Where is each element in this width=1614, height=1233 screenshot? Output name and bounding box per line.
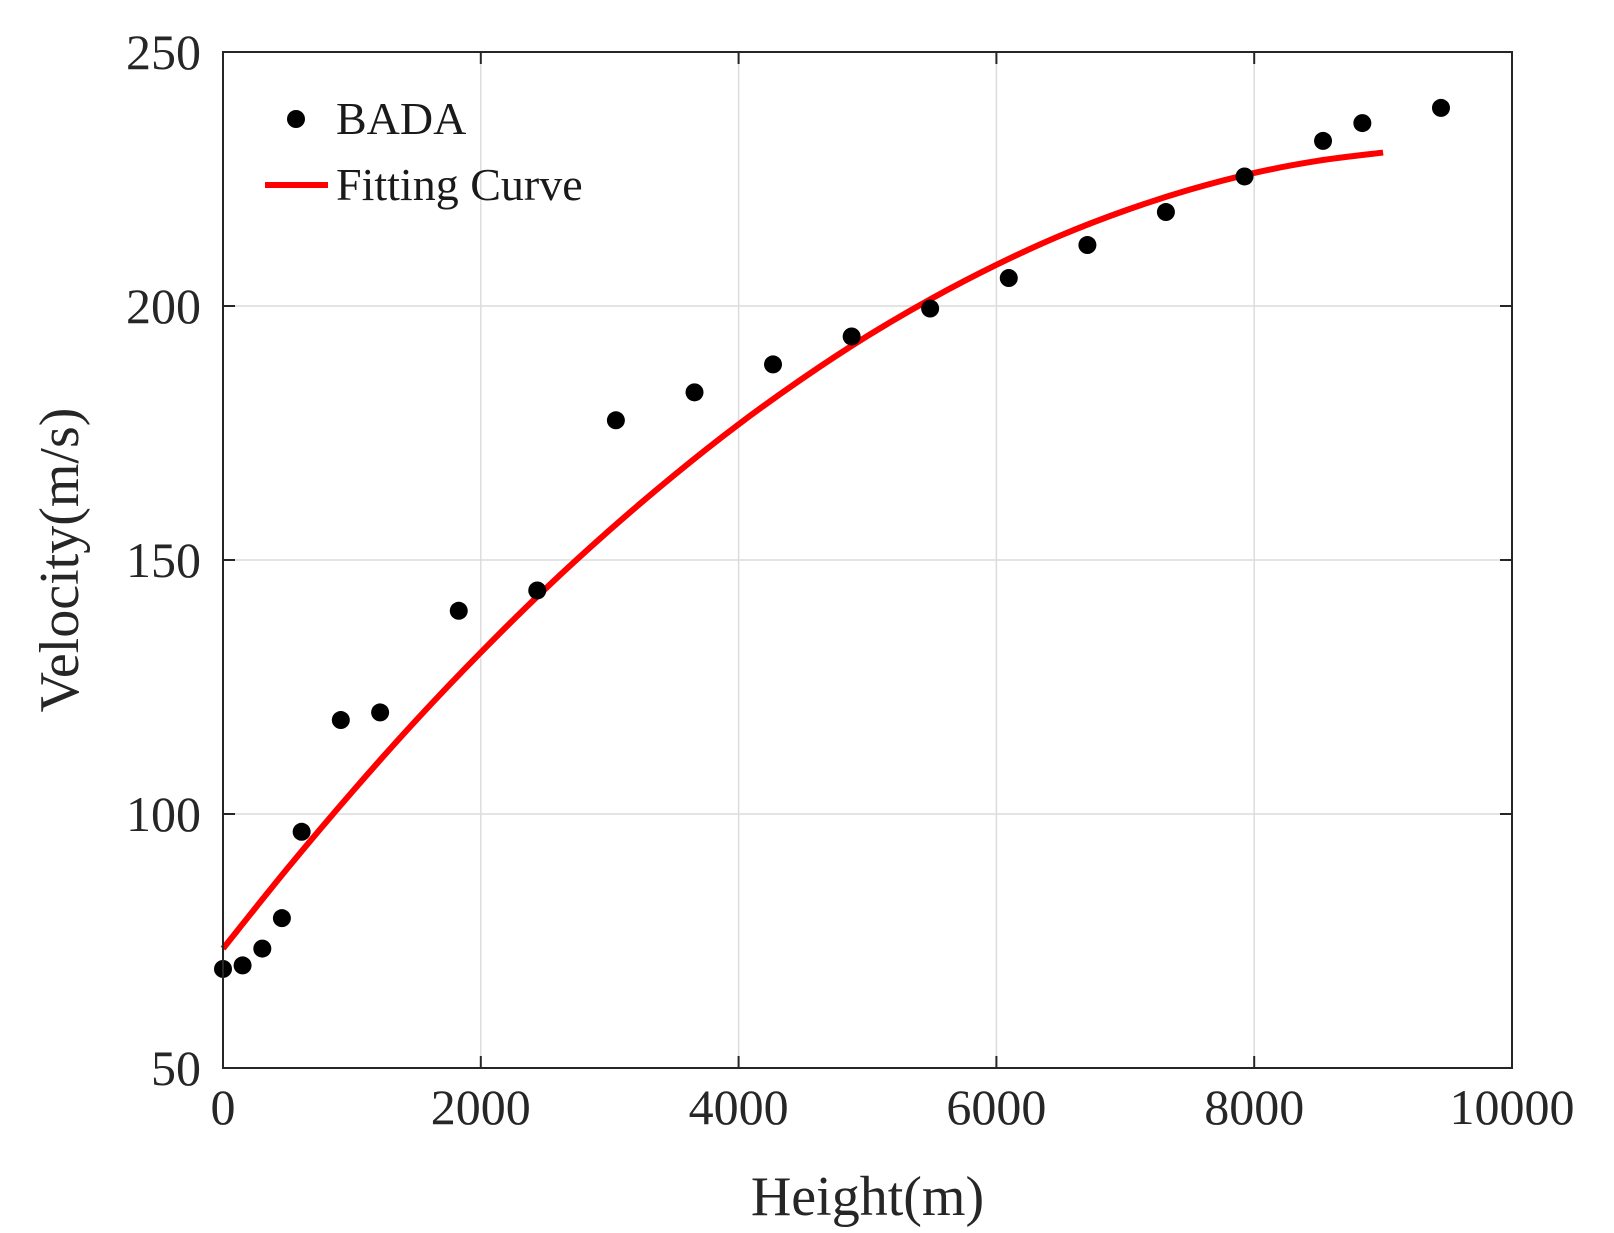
- bada-point: [1235, 167, 1254, 186]
- y-tick-label: 50: [151, 1040, 201, 1096]
- legend-label-bada: BADA: [336, 93, 466, 144]
- bada-point: [292, 822, 311, 841]
- x-tick-label: 10000: [1450, 1079, 1575, 1135]
- bada-point: [1353, 114, 1372, 133]
- bada-point: [253, 939, 272, 958]
- bada-point: [371, 703, 390, 722]
- bada-point: [233, 956, 252, 975]
- bada-point: [1156, 203, 1175, 222]
- x-tick-label: 2000: [431, 1079, 531, 1135]
- bada-point: [999, 269, 1018, 288]
- y-tick-label: 250: [126, 24, 201, 80]
- bada-point: [685, 383, 704, 402]
- y-tick-label: 200: [126, 278, 201, 334]
- x-tick-label: 4000: [689, 1079, 789, 1135]
- bada-point: [842, 327, 861, 346]
- bada-point: [331, 711, 350, 730]
- bada-point: [1314, 131, 1333, 150]
- bada-point: [764, 355, 783, 374]
- x-axis-label: Height(m): [751, 1166, 984, 1228]
- grid: [223, 52, 1512, 1068]
- series-layer: [214, 98, 1450, 978]
- x-tick-label: 8000: [1204, 1079, 1304, 1135]
- legend: BADA Fitting Curve: [265, 93, 583, 210]
- x-tick-label: 0: [211, 1079, 236, 1135]
- y-axis-label: Velocity(m/s): [29, 408, 91, 713]
- ticks: [222, 51, 1513, 1069]
- bada-point: [272, 909, 291, 928]
- y-tick-label: 150: [126, 532, 201, 588]
- fitting-curve-line: [220, 149, 1384, 951]
- bada-point: [528, 581, 547, 600]
- bada-point: [921, 299, 940, 318]
- bada-point: [1431, 98, 1450, 117]
- bada-point: [606, 411, 625, 430]
- tick-labels: 0 2000 4000 6000 8000 10000 50 100 150 200 250: [126, 24, 1575, 1135]
- bada-point: [1078, 236, 1097, 255]
- x-tick-label: 6000: [946, 1079, 1046, 1135]
- bada-point: [449, 601, 468, 620]
- legend-label-fitting-curve: Fitting Curve: [336, 159, 583, 210]
- legend-marker-bada: [287, 110, 305, 128]
- y-tick-label: 100: [126, 786, 201, 842]
